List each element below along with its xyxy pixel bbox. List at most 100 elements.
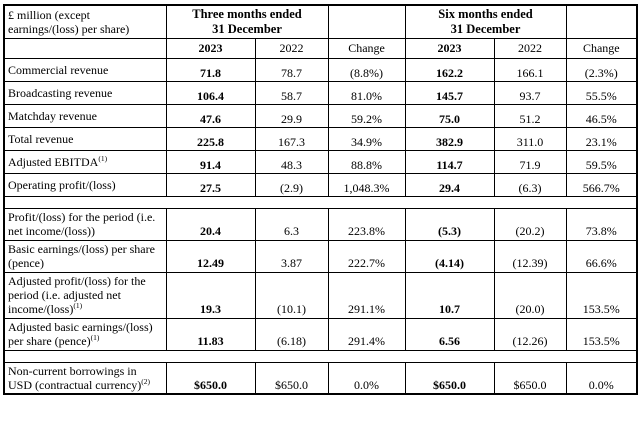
table-row: Broadcasting revenue 106.4 58.7 81.0% 145.7 9… [3, 81, 638, 105]
row-label-text: Total revenue [8, 131, 74, 146]
cell-value: 0.0% [327, 361, 406, 395]
cell-value: 47.6 [165, 104, 256, 128]
header-sub-row: 2023 2022 Change 2023 2022 Change [3, 38, 638, 59]
cell-value: 66.6% [565, 239, 638, 273]
group-header-six-months: Six months ended 31 December [404, 4, 567, 39]
cell-value: 291.1% [327, 271, 406, 319]
cell-value: 166.1 [493, 58, 567, 82]
cell-value: (2.3%) [565, 58, 638, 82]
row-label: Adjusted basic earnings/(loss) per share… [3, 317, 167, 351]
row-label-text: Adjusted profit/(loss) for the period (i… [8, 273, 146, 317]
row-label: Total revenue [3, 127, 167, 151]
header-blank-cell [565, 4, 638, 39]
row-label: Basic earnings/(loss) per share (pence) [3, 239, 167, 273]
cell-value: 222.7% [327, 239, 406, 273]
cell-value: 71.9 [493, 150, 567, 174]
header-group-row: £ million (except earnings/(loss) per sh… [3, 4, 638, 39]
row-label: Adjusted EBITDA(1) [3, 150, 167, 174]
separator-cell [3, 349, 638, 363]
cell-value: 145.7 [404, 81, 495, 105]
col-header-change-6m: Change [565, 38, 638, 59]
cell-value: 81.0% [327, 81, 406, 105]
table-row: Adjusted EBITDA(1) 91.4 48.3 88.8% 114.7 71.9… [3, 150, 638, 174]
table-row: Operating profit/(loss) 27.5 (2.9) 1,048.3%… [3, 173, 638, 197]
cell-value: 93.7 [493, 81, 567, 105]
cell-value: 106.4 [165, 81, 256, 105]
cell-value: 73.8% [565, 208, 638, 241]
row-label: Profit/(loss) for the period (i.e. net i… [3, 208, 167, 241]
cell-value: 167.3 [254, 127, 329, 151]
cell-value: (6.3) [493, 173, 567, 197]
cell-value: 1,048.3% [327, 173, 406, 197]
cell-value: 34.9% [327, 127, 406, 151]
footnote-marker: (1) [98, 153, 108, 163]
document-page: £ million (except earnings/(loss) per sh… [3, 4, 639, 396]
cell-value: $650.0 [254, 361, 329, 395]
table-row: Adjusted basic earnings/(loss) per share… [3, 317, 638, 351]
cell-value: (4.14) [404, 239, 495, 273]
table-row: Profit/(loss) for the period (i.e. net i… [3, 208, 638, 241]
cell-value: 88.8% [327, 150, 406, 174]
cell-value: 311.0 [493, 127, 567, 151]
cell-value: 29.9 [254, 104, 329, 128]
footnote-marker: (1) [73, 301, 83, 311]
header-blank-cell [3, 38, 167, 59]
cell-value: (5.3) [404, 208, 495, 241]
cell-value: (20.0) [493, 271, 567, 319]
cell-value: 162.2 [404, 58, 495, 82]
cell-value: 20.4 [165, 208, 256, 241]
cell-value: (20.2) [493, 208, 567, 241]
table-row: Matchday revenue 47.6 29.9 59.2% 75.0 51.2 46.… [3, 104, 638, 128]
row-label-text: Commercial revenue [8, 62, 109, 77]
corner-label: £ million (except earnings/(loss) per sh… [3, 4, 167, 39]
cell-value: $650.0 [404, 361, 495, 395]
group-header-three-months: Three months ended 31 December [165, 4, 329, 39]
cell-value: 75.0 [404, 104, 495, 128]
cell-value: 0.0% [565, 361, 638, 395]
cell-value: 55.5% [565, 81, 638, 105]
row-label-text: Basic earnings/(loss) per share (pence) [8, 241, 155, 271]
cell-value: 27.5 [165, 173, 256, 197]
table-row: Total revenue 225.8 167.3 34.9% 382.9 311.0 23… [3, 127, 638, 151]
cell-value: 225.8 [165, 127, 256, 151]
cell-value: 6.56 [404, 317, 495, 351]
separator-cell [3, 196, 638, 209]
row-label-text: Adjusted EBITDA [8, 154, 99, 169]
footnote-marker: (2) [141, 376, 151, 386]
separator-row [3, 349, 638, 363]
footnote-marker: (1) [90, 333, 100, 343]
row-label: Commercial revenue [3, 58, 167, 82]
cell-value: 91.4 [165, 150, 256, 174]
cell-value: (12.39) [493, 239, 567, 273]
row-label: Operating profit/(loss) [3, 173, 167, 197]
table-row: Basic earnings/(loss) per share (pence) 1… [3, 239, 638, 273]
cell-value: 78.7 [254, 58, 329, 82]
cell-value: 59.2% [327, 104, 406, 128]
cell-value: (12.26) [493, 317, 567, 351]
cell-value: 71.8 [165, 58, 256, 82]
cell-value: 153.5% [565, 271, 638, 319]
cell-value: 12.49 [165, 239, 256, 273]
row-label: Matchday revenue [3, 104, 167, 128]
row-label: Broadcasting revenue [3, 81, 167, 105]
table-body: Commercial revenue 71.8 78.7 (8.8%) 162.2 166… [3, 58, 638, 395]
row-label-text: Non-current borrowings in USD (contractu… [8, 363, 142, 392]
cell-value: 114.7 [404, 150, 495, 174]
row-label-text: Operating profit/(loss) [8, 177, 116, 192]
cell-value: $650.0 [493, 361, 567, 395]
cell-value: 23.1% [565, 127, 638, 151]
row-label: Adjusted profit/(loss) for the period (i… [3, 271, 167, 319]
col-header-2023-3m: 2023 [165, 38, 256, 59]
cell-value: (8.8%) [327, 58, 406, 82]
cell-value: (6.18) [254, 317, 329, 351]
cell-value: $650.0 [165, 361, 256, 395]
separator-row [3, 196, 638, 209]
cell-value: 6.3 [254, 208, 329, 241]
cell-value: 3.87 [254, 239, 329, 273]
cell-value: 153.5% [565, 317, 638, 351]
cell-value: 59.5% [565, 150, 638, 174]
col-header-2022-3m: 2022 [254, 38, 329, 59]
cell-value: 48.3 [254, 150, 329, 174]
cell-value: 10.7 [404, 271, 495, 319]
row-label-text: Profit/(loss) for the period (i.e. net i… [8, 210, 156, 239]
